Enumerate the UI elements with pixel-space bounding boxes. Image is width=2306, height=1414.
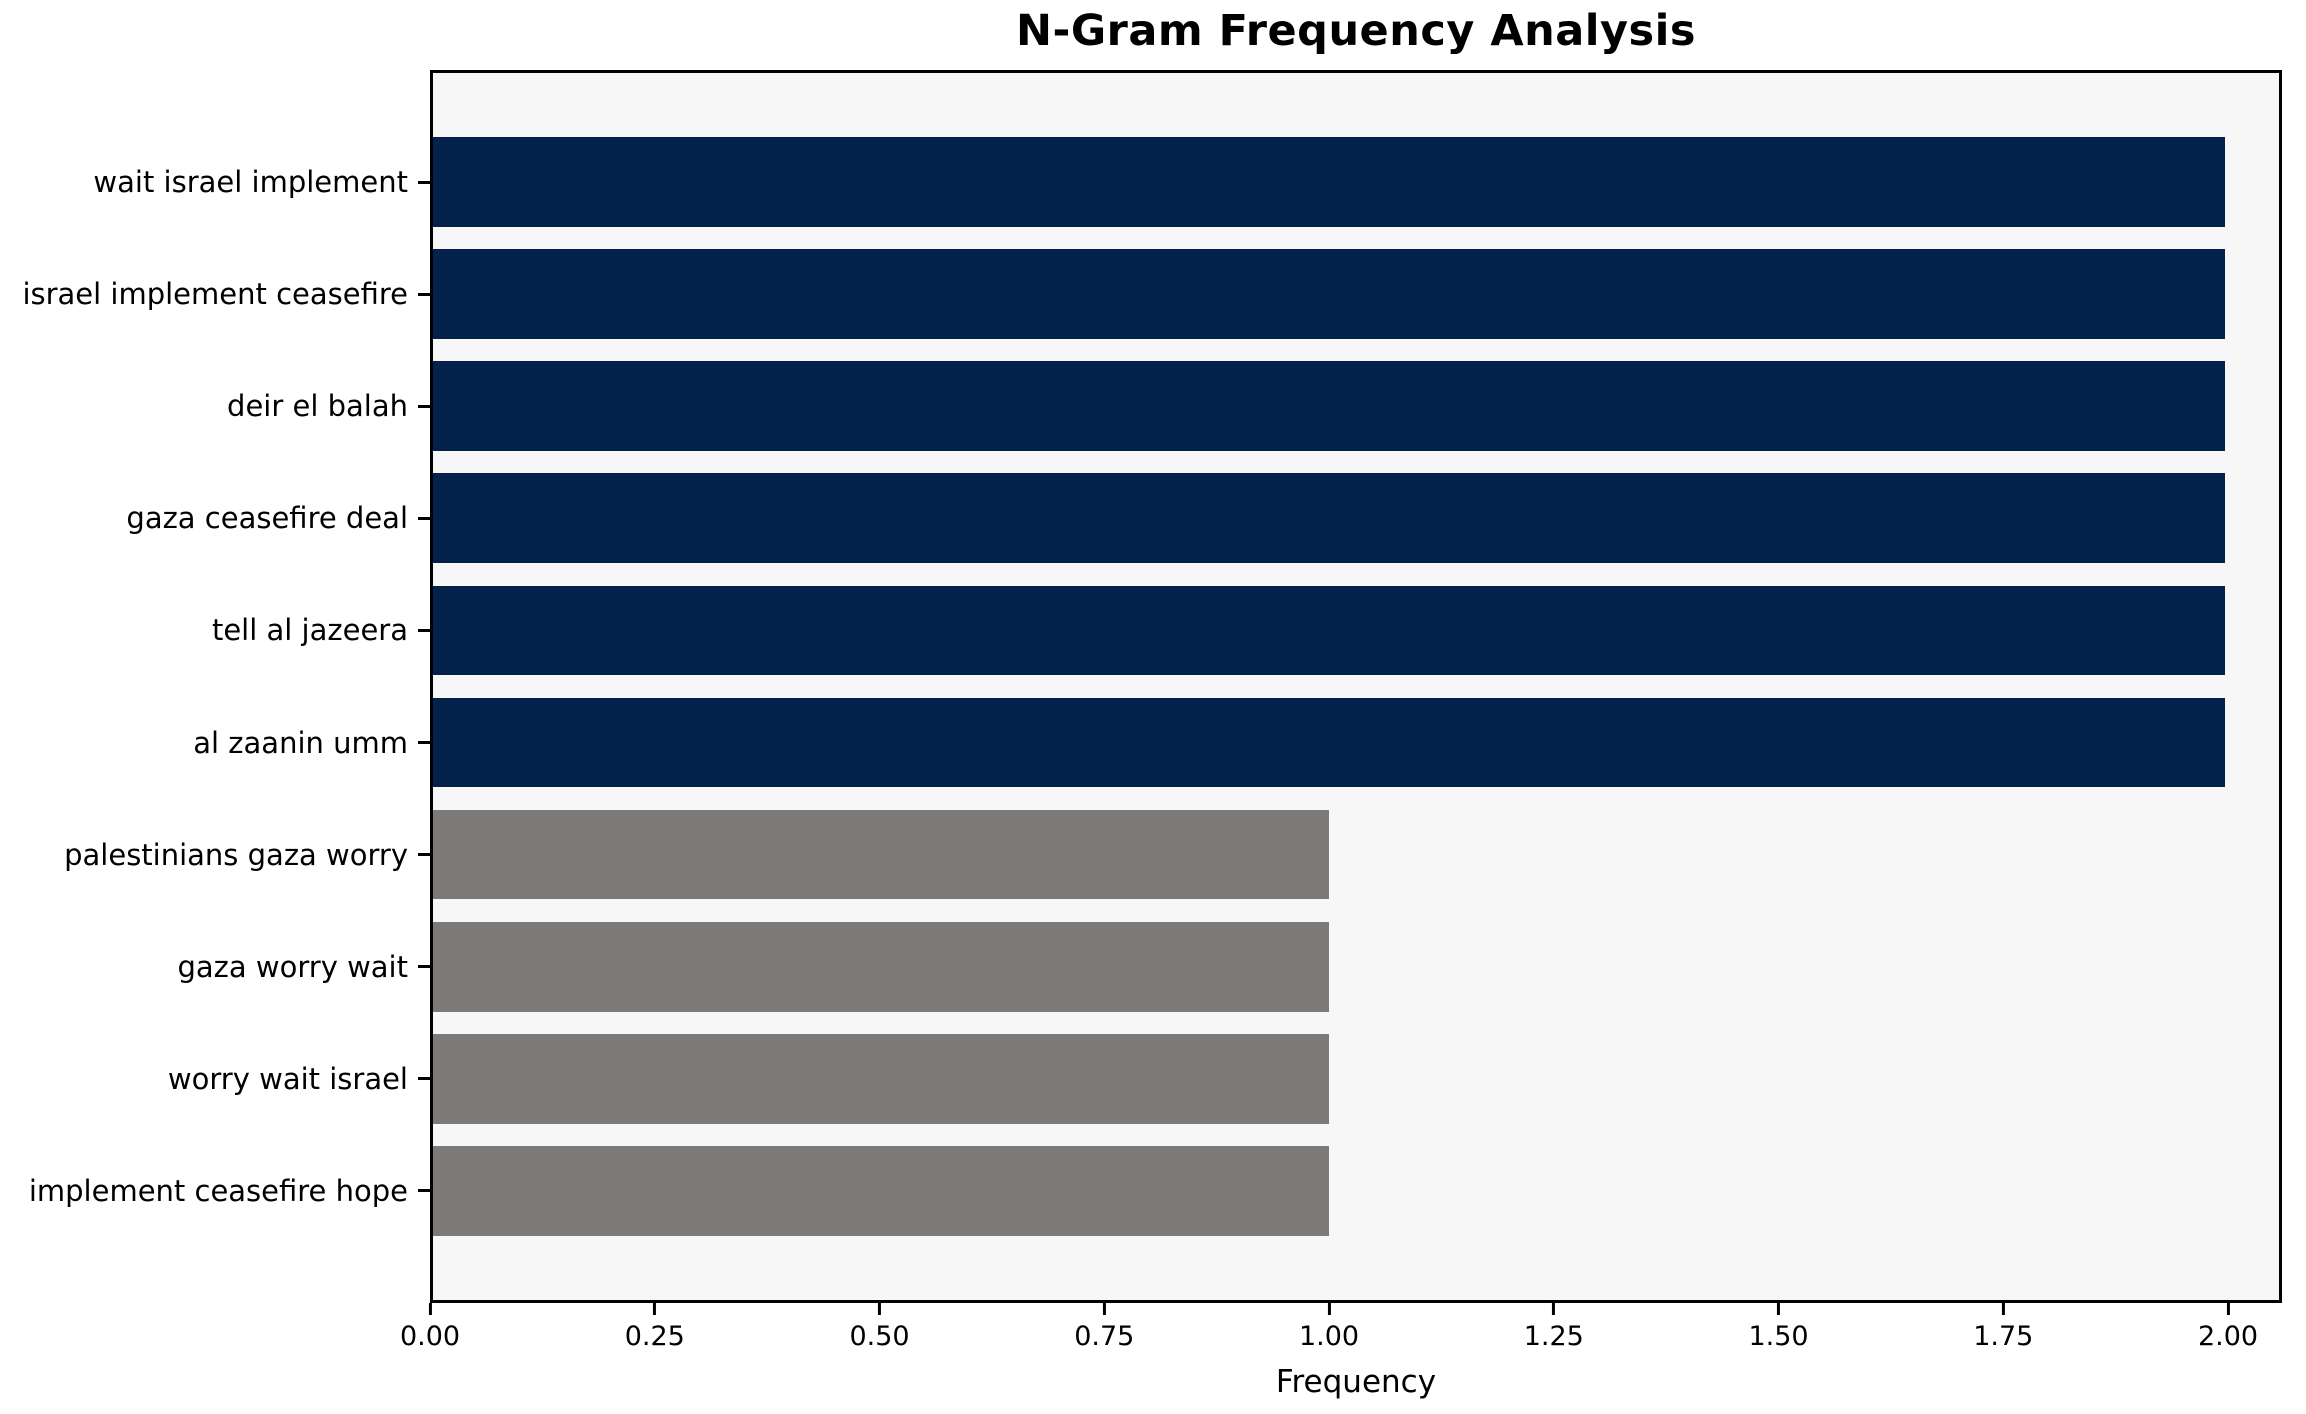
bar-slot bbox=[433, 686, 2279, 798]
x-axis-ticks: 0.00 0.25 0.50 0.75 1.00 1.25 1.50 1.75 2.00 bbox=[400, 1303, 2282, 1367]
bar-al-zaanin-umm bbox=[433, 697, 2226, 788]
y-tick-mark bbox=[418, 965, 430, 969]
bar-slot bbox=[433, 238, 2279, 350]
bar-gaza-worry-wait bbox=[433, 921, 1330, 1012]
x-tick: 1.00 bbox=[1299, 1303, 1359, 1352]
bar-wait-israel-implement bbox=[433, 137, 2226, 227]
bar-slot bbox=[433, 126, 2279, 238]
x-tick: 0.50 bbox=[849, 1303, 910, 1352]
y-tick-label: wait israel implement bbox=[93, 165, 408, 200]
x-tick-mark bbox=[653, 1303, 657, 1315]
y-tick-row: gaza worry wait bbox=[0, 911, 430, 1023]
y-tick-label: deir el balah bbox=[227, 389, 408, 424]
x-tick-label: 1.50 bbox=[1748, 1321, 1809, 1352]
x-tick-mark bbox=[1327, 1303, 1331, 1315]
x-tick-label: 1.75 bbox=[1973, 1321, 2034, 1352]
x-tick: 0.25 bbox=[625, 1303, 685, 1352]
y-tick-label: israel implement ceasefire bbox=[22, 277, 408, 312]
x-tick-label: 1.00 bbox=[1298, 1321, 1360, 1352]
x-tick: 0.75 bbox=[1074, 1303, 1134, 1352]
y-tick-label: al zaanin umm bbox=[193, 725, 408, 760]
y-tick-mark bbox=[418, 741, 430, 745]
bar-slot bbox=[433, 799, 2279, 911]
y-tick-row: wait israel implement bbox=[0, 126, 430, 238]
x-tick-mark bbox=[2001, 1303, 2005, 1315]
bar-slot bbox=[433, 1135, 2279, 1247]
x-tick-label: 1.25 bbox=[1523, 1321, 1584, 1352]
x-tick-mark bbox=[1102, 1303, 1106, 1315]
bar-israel-implement-ceasefire bbox=[433, 249, 2226, 339]
x-tick-label: 0.25 bbox=[624, 1321, 685, 1352]
y-axis-labels: wait israel implement israel implement ce… bbox=[0, 70, 430, 1303]
y-tick-row: gaza ceasefire deal bbox=[0, 462, 430, 574]
x-tick-mark bbox=[878, 1303, 881, 1315]
bar-slot bbox=[433, 1023, 2279, 1135]
y-tick-row: israel implement ceasefire bbox=[0, 238, 430, 350]
x-tick-label: 0.75 bbox=[1074, 1321, 1135, 1352]
y-tick-row: tell al jazeera bbox=[0, 574, 430, 686]
y-tick-label: worry wait israel bbox=[167, 1061, 408, 1096]
x-tick: 1.25 bbox=[1524, 1303, 1584, 1352]
bar-implement-ceasefire-hope bbox=[433, 1146, 1330, 1236]
plot-area bbox=[430, 70, 2282, 1303]
y-tick-row: implement ceasefire hope bbox=[0, 1135, 430, 1247]
x-tick: 0.00 bbox=[400, 1303, 460, 1352]
y-tick-mark bbox=[418, 1189, 430, 1193]
x-tick-label: 0.50 bbox=[849, 1321, 910, 1352]
chart-title: N-Gram Frequency Analysis bbox=[1016, 6, 1696, 56]
x-tick-mark bbox=[428, 1303, 432, 1315]
bar-palestinians-gaza-worry bbox=[433, 809, 1330, 900]
y-tick-row: palestinians gaza worry bbox=[0, 799, 430, 911]
x-axis-title: Frequency bbox=[1275, 1364, 1437, 1400]
y-tick-row: deir el balah bbox=[0, 350, 430, 462]
bar-gaza-ceasefire-deal bbox=[433, 473, 2226, 564]
y-tick-mark bbox=[418, 516, 430, 520]
y-tick-label: gaza worry wait bbox=[177, 949, 409, 984]
bar-slot bbox=[433, 462, 2279, 574]
x-tick-mark bbox=[1552, 1303, 1556, 1315]
y-tick-row: al zaanin umm bbox=[0, 686, 430, 798]
bar-worry-wait-israel bbox=[433, 1033, 1330, 1124]
x-tick-mark bbox=[2226, 1303, 2230, 1315]
bar-slot bbox=[433, 350, 2279, 462]
x-tick: 1.50 bbox=[1748, 1303, 1809, 1352]
x-tick-label: 0.00 bbox=[399, 1321, 461, 1352]
x-tick-mark bbox=[1777, 1303, 1781, 1315]
bar-slot bbox=[433, 911, 2279, 1023]
bar-slot bbox=[433, 574, 2279, 686]
x-tick: 2.00 bbox=[2198, 1303, 2258, 1352]
y-tick-mark bbox=[418, 1077, 430, 1081]
y-tick-row: worry wait israel bbox=[0, 1023, 430, 1135]
x-tick: 1.75 bbox=[1973, 1303, 2033, 1352]
y-tick-mark bbox=[418, 180, 430, 184]
x-tick-label: 2.00 bbox=[2197, 1321, 2259, 1352]
y-tick-label: implement ceasefire hope bbox=[28, 1173, 408, 1208]
y-tick-mark bbox=[418, 404, 430, 408]
y-tick-label: gaza ceasefire deal bbox=[126, 501, 408, 536]
y-tick-mark bbox=[418, 628, 430, 632]
bar-deir-el-balah bbox=[433, 361, 2226, 452]
y-tick-label: tell al jazeera bbox=[211, 613, 408, 648]
bar-tell-al-jazeera bbox=[433, 585, 2226, 676]
y-tick-label: palestinians gaza worry bbox=[64, 837, 408, 872]
y-tick-mark bbox=[418, 853, 430, 857]
y-tick-mark bbox=[418, 292, 430, 296]
